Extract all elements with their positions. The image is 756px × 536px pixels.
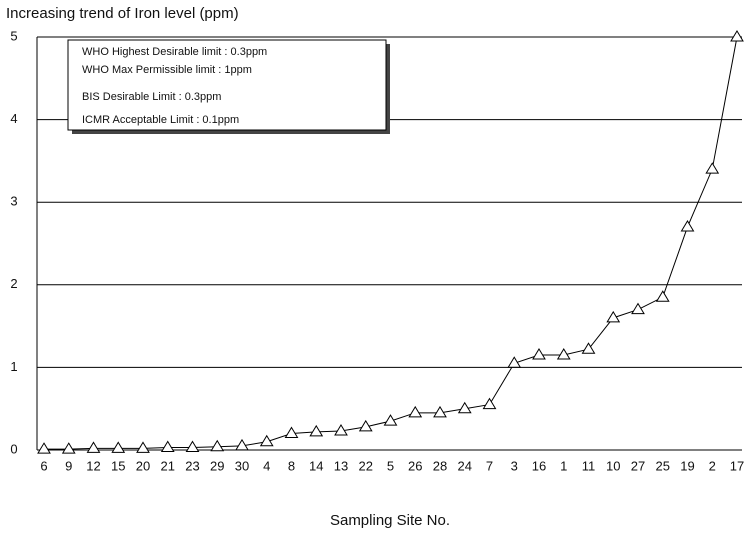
point-marker [235, 438, 249, 451]
point-marker [160, 440, 175, 453]
x-tick-label: 7 [486, 458, 493, 473]
point-marker [86, 441, 101, 453]
x-tick-label: 19 [680, 458, 694, 473]
y-tick-label: 4 [10, 111, 17, 126]
point-marker [606, 310, 621, 323]
x-tick-label: 17 [730, 458, 744, 473]
x-tick-label: 15 [111, 458, 125, 473]
x-tick-label: 8 [288, 458, 295, 473]
point-marker [210, 439, 225, 452]
annotation-text: ICMR Acceptable Limit : 0.1ppm [82, 114, 239, 126]
point-marker [284, 426, 299, 438]
point-marker [383, 414, 398, 426]
point-marker [581, 342, 596, 354]
x-tick-label: 26 [408, 458, 422, 473]
y-tick-label: 3 [10, 194, 17, 209]
point-marker [408, 405, 423, 418]
point-marker [309, 424, 324, 437]
x-tick-label: 3 [511, 458, 518, 473]
x-tick-label: 6 [40, 458, 47, 473]
annotation-text: WHO Highest Desirable limit : 0.3ppm [82, 46, 267, 58]
y-tick-label: 2 [10, 276, 17, 291]
x-tick-label: 4 [263, 458, 270, 473]
x-tick-label: 2 [709, 458, 716, 473]
x-tick-label: 23 [185, 458, 199, 473]
x-tick-label: 21 [161, 458, 175, 473]
point-marker [433, 405, 447, 418]
annotation-text: WHO Max Permissible limit : 1ppm [82, 64, 252, 76]
x-axis-label: Sampling Site No. [330, 512, 450, 529]
x-tick-label: 10 [606, 458, 620, 473]
x-tick-label: 27 [631, 458, 645, 473]
point-marker [334, 424, 348, 436]
annotation-text: BIS Desirable Limit : 0.3ppm [82, 91, 221, 103]
point-marker [680, 220, 695, 232]
point-marker [655, 290, 670, 302]
point-marker [457, 401, 472, 414]
x-tick-label: 24 [458, 458, 472, 473]
x-tick-label: 5 [387, 458, 394, 473]
x-tick-label: 16 [532, 458, 546, 473]
annotation-box [67, 39, 387, 131]
x-tick-label: 14 [309, 458, 323, 473]
x-tick-label: 13 [334, 458, 348, 473]
point-marker [705, 162, 720, 174]
point-marker [37, 442, 51, 454]
point-marker [507, 356, 522, 368]
x-tick-label: 29 [210, 458, 224, 473]
x-tick-label: 20 [136, 458, 150, 473]
point-marker [185, 440, 200, 453]
point-marker [482, 397, 497, 410]
point-marker [259, 434, 274, 447]
point-marker [358, 419, 373, 432]
y-tick-label: 5 [10, 28, 17, 43]
point-marker [61, 442, 76, 454]
x-tick-label: 11 [582, 458, 596, 473]
point-marker [730, 30, 744, 42]
point-marker [532, 348, 546, 360]
x-tick-label: 9 [65, 458, 72, 473]
y-tick-label: 1 [10, 359, 17, 374]
point-marker [111, 441, 126, 453]
x-tick-label: 28 [433, 458, 447, 473]
point-marker [631, 302, 645, 315]
chart-title: Increasing trend of Iron level (ppm) [6, 5, 239, 22]
point-marker [136, 441, 150, 453]
y-tick-label: 0 [10, 441, 17, 456]
x-tick-label: 22 [359, 458, 373, 473]
x-tick-label: 25 [656, 458, 670, 473]
x-tick-label: 12 [86, 458, 100, 473]
x-tick-label: 30 [235, 458, 249, 473]
point-marker [556, 348, 571, 360]
x-tick-label: 1 [560, 458, 567, 473]
